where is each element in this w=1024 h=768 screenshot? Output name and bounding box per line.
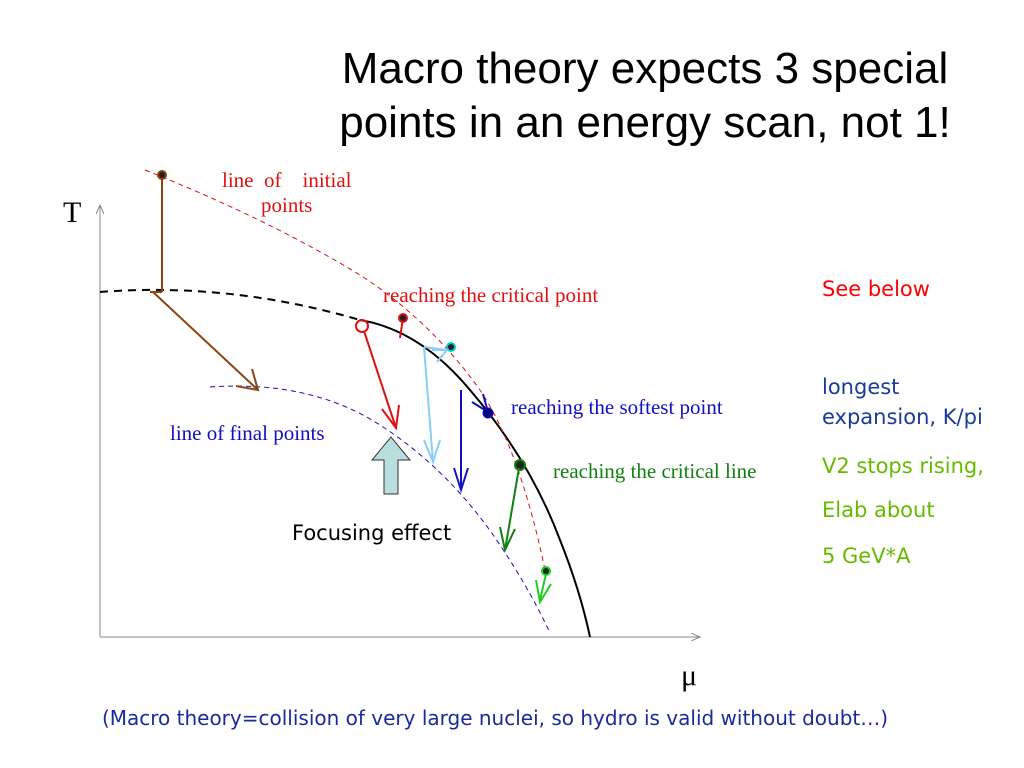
phase-boundary-dashed <box>99 288 361 321</box>
bright-green-point <box>541 566 551 576</box>
initial-points-label-1: line of initial <box>222 168 352 192</box>
critical-point-marker <box>355 319 369 333</box>
elab-note: Elab about <box>822 498 935 522</box>
critical-line-marker <box>514 459 526 471</box>
slide-title: Macro theory expects 3 special points in… <box>300 42 990 150</box>
initial-points-label-2: points <box>261 193 312 217</box>
longest-note-1: longest <box>822 375 900 399</box>
x-axis-label: μ <box>681 659 697 692</box>
gev-note: 5 GeV*A <box>822 544 911 568</box>
light-blue-trajectory <box>423 342 456 465</box>
see-below-note: See below <box>822 277 930 301</box>
phase-boundary-solid <box>359 319 591 638</box>
initial-points-line <box>144 169 546 571</box>
red-start-point <box>398 313 408 323</box>
footer-note: (Macro theory=collision of very large nu… <box>101 706 889 730</box>
critical-line-label: reaching the critical line <box>553 459 756 483</box>
title-line-1: Macro theory expects 3 special <box>341 44 949 93</box>
axes: T μ <box>63 196 700 692</box>
focusing-arrow <box>370 436 412 495</box>
critical-point-label: reaching the critical point <box>383 283 598 307</box>
softest-point-marker <box>482 407 494 419</box>
title-line-2: points in an energy scan, not 1! <box>339 98 951 147</box>
v2-note: V2 stops rising, <box>822 454 984 478</box>
red-trajectory <box>355 313 408 431</box>
green-trajectory <box>499 459 552 605</box>
softest-point-label: reaching the softest point <box>511 395 723 419</box>
focusing-effect-label: Focusing effect <box>292 521 452 545</box>
final-points-line <box>209 385 551 634</box>
blue-trajectory <box>453 390 494 494</box>
final-points-label: line of final points <box>170 421 325 445</box>
longest-note-2: expansion, K/pi <box>822 405 983 429</box>
brown-start-point <box>157 170 167 180</box>
y-axis-label: T <box>63 196 81 229</box>
brown-trajectory <box>150 170 260 392</box>
